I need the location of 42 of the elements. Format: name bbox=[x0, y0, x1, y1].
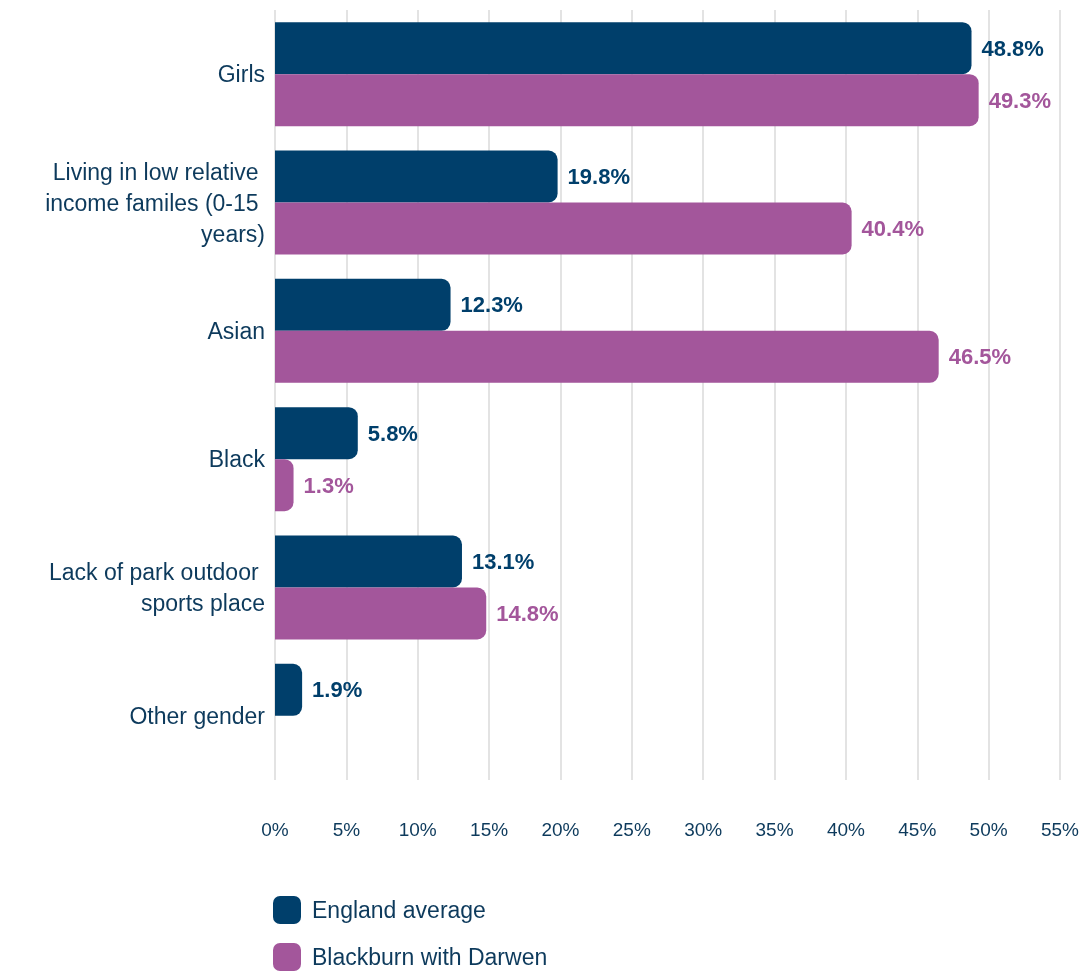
x-tick-label: 50% bbox=[969, 819, 1008, 840]
x-tick-label: 40% bbox=[826, 819, 866, 840]
data-label: 48.8% bbox=[981, 35, 1044, 61]
data-label: 1.3% bbox=[303, 472, 354, 498]
x-tick-label: 55% bbox=[1040, 819, 1080, 840]
x-tick-label: 25% bbox=[612, 819, 651, 840]
bar bbox=[275, 278, 451, 331]
data-label: 1.9% bbox=[312, 677, 363, 703]
data-label: 13.1% bbox=[471, 549, 535, 574]
y-tick-label: Living in low relative income familes (0-15 years) bbox=[45, 158, 265, 247]
data-label: 49.3% bbox=[988, 87, 1052, 113]
data-label: 40.4% bbox=[861, 216, 925, 241]
x-tick-label: 20% bbox=[541, 819, 580, 840]
y-tick-label: Lack of park outdoor sports place bbox=[48, 559, 265, 616]
data-label: 14.8% bbox=[496, 601, 559, 626]
bar bbox=[275, 330, 939, 383]
bar bbox=[275, 663, 303, 716]
data-label: 12.3% bbox=[460, 292, 523, 318]
x-tick-label: 45% bbox=[898, 819, 937, 840]
y-tick-label: Other gender bbox=[129, 702, 266, 729]
data-label: 19.8% bbox=[567, 164, 630, 189]
bar bbox=[275, 150, 558, 203]
bar bbox=[275, 202, 852, 255]
x-tick-label: 10% bbox=[398, 819, 437, 840]
x-tick-label: 0% bbox=[261, 819, 289, 840]
bar bbox=[275, 22, 972, 75]
y-tick-label: Girls bbox=[217, 61, 265, 88]
legend-label: England average bbox=[312, 897, 486, 923]
bar bbox=[275, 459, 294, 512]
x-tick-label: 15% bbox=[470, 819, 509, 840]
bar bbox=[275, 587, 487, 640]
x-tick-label: 35% bbox=[755, 819, 794, 840]
data-label: 5.8% bbox=[367, 420, 418, 446]
y-tick-label: Black bbox=[208, 446, 266, 473]
data-label: 46.5% bbox=[948, 344, 1012, 370]
bar bbox=[275, 74, 979, 127]
bar bbox=[275, 407, 358, 460]
bar bbox=[275, 535, 462, 588]
x-tick-label: 30% bbox=[684, 819, 723, 840]
y-tick-label: Asian bbox=[207, 317, 265, 344]
legend-label: Blackburn with Darwen bbox=[312, 944, 548, 970]
x-tick-label: 5% bbox=[332, 819, 361, 840]
